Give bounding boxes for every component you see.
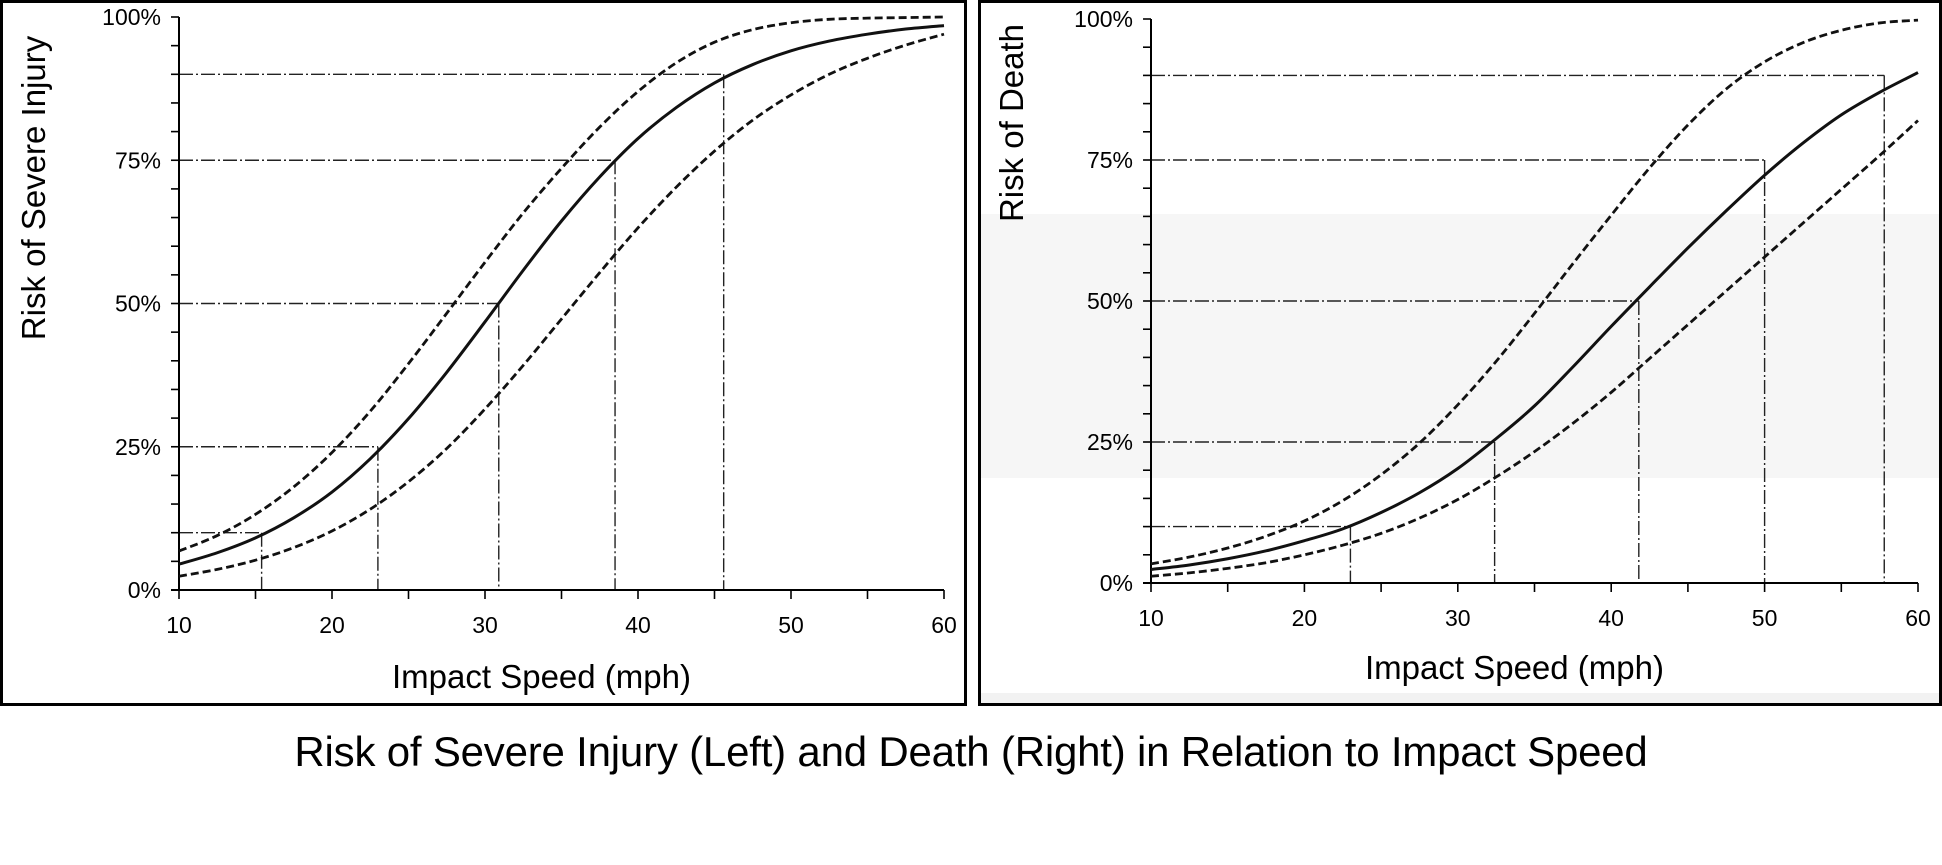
series-line-lower-bound <box>1150 119 1919 578</box>
chart-panel-death: 0% 25% 50% 75% 100% 10 20 30 40 50 60 Impact Speed … <box>978 0 1942 706</box>
y-axis-label: Risk of Death <box>993 24 1030 222</box>
series-line-upper-bound <box>1150 18 1919 566</box>
x-tick-label: 50 <box>778 612 804 638</box>
y-tick-label: 0% <box>1100 570 1133 596</box>
x-tick-label: 60 <box>931 612 957 638</box>
background-band <box>981 214 1939 478</box>
x-tick-label: 20 <box>319 612 345 638</box>
y-tick-label: 75% <box>115 147 161 173</box>
x-tick-label: 60 <box>1905 605 1931 631</box>
y-tick-label: 50% <box>115 291 161 317</box>
x-tick-label: 40 <box>1598 605 1624 631</box>
chart-panel-severe-injury: 0% 25% 50% 75% 100% 10 20 30 40 50 60 Impact Speed … <box>0 0 967 706</box>
series-line-estimate <box>178 24 945 566</box>
x-tick-label: 20 <box>1292 605 1318 631</box>
severe-injury-chart: 0% 25% 50% 75% 100% 10 20 30 40 50 60 Impact Speed … <box>15 4 957 695</box>
x-tick-label: 50 <box>1752 605 1778 631</box>
y-axis-label: Risk of Severe Injury <box>15 35 52 340</box>
death-risk-chart: 0% 25% 50% 75% 100% 10 20 30 40 50 60 Impact Speed … <box>981 6 1939 703</box>
y-tick-label: 100% <box>1074 6 1133 32</box>
x-tick-label: 30 <box>1445 605 1471 631</box>
x-tick-label: 10 <box>166 612 192 638</box>
y-tick-label: 100% <box>102 4 161 30</box>
y-tick-label: 25% <box>115 434 161 460</box>
x-tick-label: 30 <box>472 612 498 638</box>
figure-caption: Risk of Severe Injury (Left) and Death (… <box>294 728 1648 775</box>
y-tick-label: 50% <box>1087 288 1133 314</box>
x-axis-label: Impact Speed (mph) <box>1365 649 1664 686</box>
x-tick-label: 10 <box>1138 605 1164 631</box>
background-band <box>981 693 1939 703</box>
y-tick-label: 75% <box>1087 147 1133 173</box>
series-line-upper-bound <box>178 15 945 553</box>
series-line-estimate <box>1150 71 1919 571</box>
y-tick-label: 0% <box>128 577 161 603</box>
x-tick-label: 40 <box>625 612 651 638</box>
y-tick-label: 25% <box>1087 429 1133 455</box>
series-line-lower-bound <box>178 32 945 578</box>
x-axis-label: Impact Speed (mph) <box>392 658 691 695</box>
